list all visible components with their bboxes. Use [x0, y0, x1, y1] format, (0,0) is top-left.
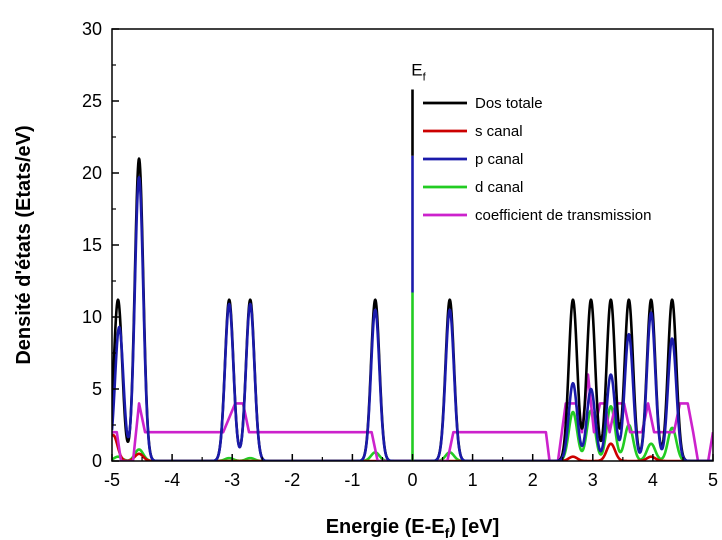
fermi-label-main: E	[411, 60, 422, 79]
y-tick-label: 15	[82, 235, 102, 255]
series-line-s-canal	[112, 433, 713, 461]
x-tick-label: 3	[588, 470, 598, 490]
legend-label: Dos totale	[475, 95, 543, 112]
legend-label: s canal	[475, 123, 523, 140]
y-tick-label: 30	[82, 19, 102, 39]
x-axis-label-sub: f	[445, 525, 450, 540]
x-tick-label: -3	[224, 470, 240, 490]
y-tick-label: 0	[92, 451, 102, 471]
x-tick-label: 1	[468, 470, 478, 490]
x-tick-label: -2	[284, 470, 300, 490]
axis-ticks: -5 -4 -3 -2 -1 0 1 2 3 4 5 0 5 10 15 20 25 30	[82, 19, 718, 490]
x-axis-label-end: ) [eV]	[449, 516, 499, 538]
y-tick-label: 25	[82, 91, 102, 111]
x-axis-label: Energie (E-Ef) [eV]	[326, 516, 500, 540]
y-tick-label: 5	[92, 379, 102, 399]
x-tick-label: -1	[344, 470, 360, 490]
y-axis-label: Densité d'états (Etats/eV)	[13, 125, 35, 364]
x-tick-label: 0	[407, 470, 417, 490]
legend-label: coefficient de transmission	[475, 207, 651, 224]
plot-area	[112, 89, 713, 461]
x-tick-label: -4	[164, 470, 180, 490]
fermi-label-sub: f	[423, 71, 427, 83]
x-axis-label-main: Energie (E-E	[326, 516, 445, 538]
x-tick-label: -5	[104, 470, 120, 490]
legend: Dos totale s canal p canal d canal coefficie…	[423, 95, 651, 224]
x-tick-label: 5	[708, 470, 718, 490]
y-tick-label: 10	[82, 307, 102, 327]
legend-label: d canal	[475, 179, 523, 196]
x-tick-label: 4	[648, 470, 658, 490]
fermi-level-label: Ef	[411, 60, 426, 83]
x-tick-label: 2	[528, 470, 538, 490]
y-tick-label: 20	[82, 163, 102, 183]
legend-label: p canal	[475, 151, 523, 168]
